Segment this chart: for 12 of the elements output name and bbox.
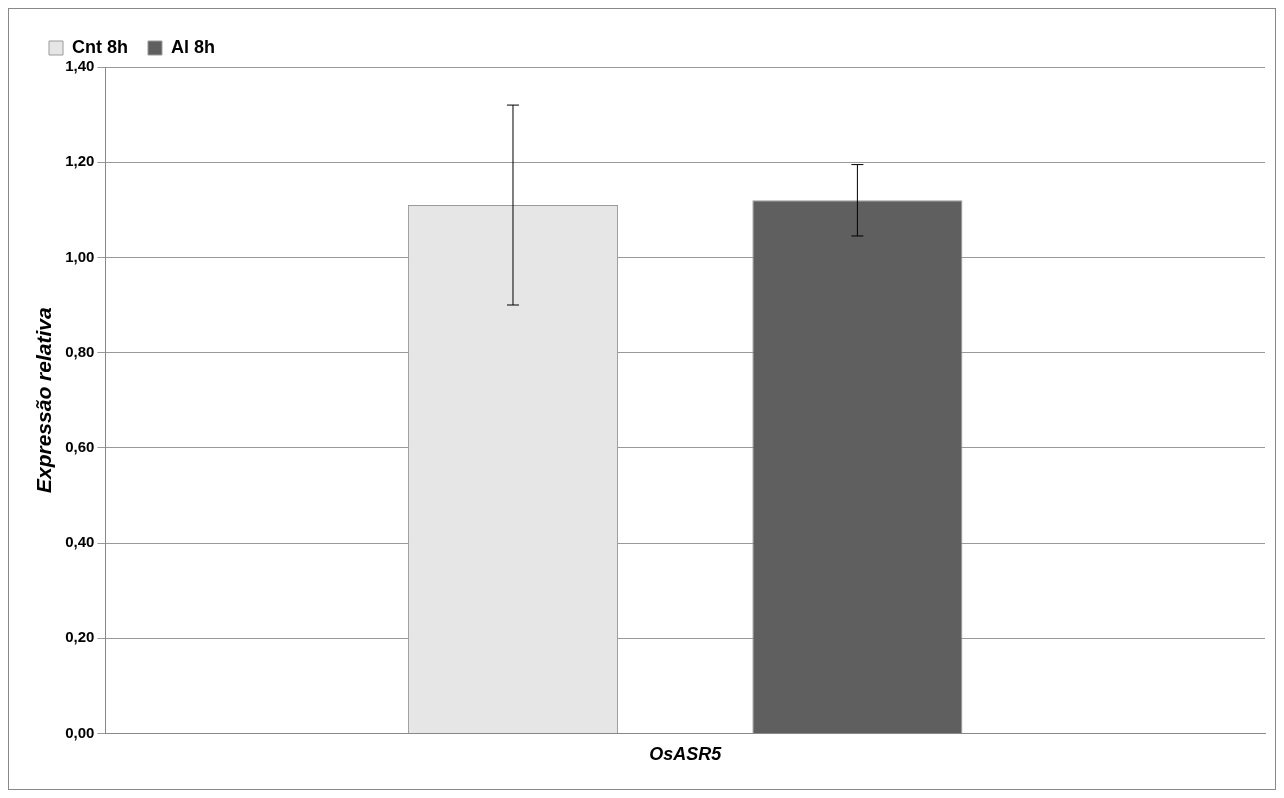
y-tick-label: 1,00 bbox=[65, 247, 95, 265]
y-tick-label: 0,40 bbox=[65, 533, 95, 551]
y-tick-label: 0,20 bbox=[65, 628, 95, 646]
x-tick-label: OsASR5 bbox=[649, 744, 723, 765]
y-tick-label: 1,40 bbox=[65, 57, 95, 75]
y-tick-label: 0,00 bbox=[65, 723, 95, 741]
legend-label: Cnt 8h bbox=[72, 36, 128, 57]
y-tick-label: 0,60 bbox=[65, 437, 95, 455]
y-axis-title: Expressão relativa bbox=[32, 307, 56, 494]
y-tick-label: 0,80 bbox=[65, 342, 95, 360]
legend-label: Al 8h bbox=[171, 36, 216, 57]
y-tick-label: 1,20 bbox=[65, 152, 95, 170]
